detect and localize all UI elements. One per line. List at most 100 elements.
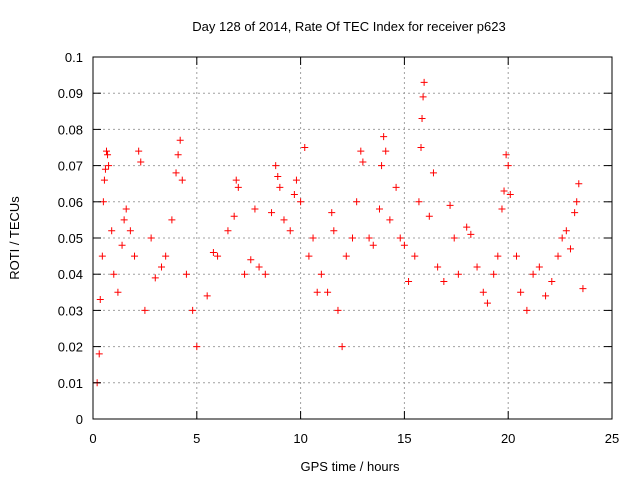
data-point	[100, 176, 108, 184]
data-points	[93, 78, 587, 387]
data-point	[193, 343, 201, 351]
data-point	[500, 187, 508, 195]
y-tick-label: 0.08	[58, 122, 83, 137]
data-point	[548, 277, 556, 285]
data-point	[297, 198, 305, 206]
data-point	[108, 227, 116, 235]
data-point	[542, 292, 550, 300]
data-point	[517, 288, 525, 296]
data-point	[558, 234, 566, 242]
y-tick-label: 0.03	[58, 303, 83, 318]
data-point	[286, 227, 294, 235]
data-point	[162, 252, 170, 260]
data-point	[425, 212, 433, 220]
data-point	[292, 176, 300, 184]
data-point	[168, 216, 176, 224]
data-point	[147, 234, 155, 242]
data-point	[224, 227, 232, 235]
data-point	[172, 169, 180, 177]
data-point	[535, 263, 543, 271]
chart-title: Day 128 of 2014, Rate Of TEC Index for r…	[192, 19, 505, 34]
data-point	[104, 151, 112, 159]
data-point	[400, 241, 408, 249]
y-tick-label: 0.1	[65, 50, 83, 65]
grid	[93, 57, 612, 419]
data-point	[255, 263, 263, 271]
data-point	[504, 162, 512, 170]
data-point	[151, 274, 159, 282]
x-tick-label: 5	[193, 431, 200, 446]
data-point	[479, 288, 487, 296]
data-point	[405, 277, 413, 285]
data-point	[419, 93, 427, 101]
y-tick-label: 0.07	[58, 159, 83, 174]
data-point	[579, 285, 587, 293]
data-point	[182, 270, 190, 278]
data-point	[498, 205, 506, 213]
y-tick-label: 0.09	[58, 86, 83, 101]
data-point	[554, 252, 562, 260]
data-point	[382, 147, 390, 155]
data-point	[338, 343, 346, 351]
data-point	[209, 248, 217, 256]
data-point	[349, 234, 356, 242]
data-point	[309, 234, 317, 242]
data-point	[232, 176, 240, 184]
data-point	[365, 234, 373, 242]
y-tick-label: 0.04	[58, 267, 83, 282]
y-tick-label: 0.06	[58, 195, 83, 210]
data-point	[274, 172, 282, 180]
data-point	[571, 209, 579, 217]
data-point	[203, 292, 211, 300]
data-point	[241, 270, 249, 278]
x-tick-label: 0	[89, 431, 96, 446]
data-point	[158, 263, 166, 271]
data-point	[369, 241, 377, 249]
data-point	[118, 241, 126, 249]
data-point	[317, 270, 325, 278]
x-tick-label: 20	[501, 431, 515, 446]
data-point	[251, 205, 259, 213]
data-point	[131, 252, 139, 260]
data-point	[174, 151, 182, 159]
data-point	[529, 270, 537, 278]
data-point	[261, 270, 269, 278]
data-point	[135, 147, 143, 155]
data-point	[334, 306, 342, 314]
data-point	[417, 144, 425, 151]
data-point	[313, 288, 321, 296]
data-point	[330, 227, 338, 235]
data-point	[380, 133, 388, 141]
data-point	[454, 270, 462, 278]
x-axis-label: GPS time / hours	[301, 459, 400, 474]
data-point	[411, 252, 419, 260]
data-point	[573, 198, 581, 206]
data-point	[110, 270, 118, 278]
data-point	[467, 230, 475, 238]
y-tick-label: 0.05	[58, 231, 83, 246]
data-point	[276, 183, 284, 191]
data-point	[392, 183, 400, 191]
data-point	[99, 198, 107, 206]
data-point	[95, 350, 103, 358]
data-point	[102, 147, 110, 155]
axis-ticks: 0 0.01 0.02 0.03 0.04 0.05 0.06 0.07 0.08 0.09 0.1…	[58, 50, 620, 446]
data-point	[375, 205, 383, 213]
data-point	[523, 306, 531, 314]
data-point	[473, 263, 481, 271]
data-point	[122, 205, 130, 213]
data-point	[562, 227, 570, 235]
y-tick-label: 0.01	[58, 376, 83, 391]
data-point	[141, 306, 149, 314]
data-point	[434, 263, 442, 271]
data-point	[214, 252, 222, 260]
x-tick-label: 10	[293, 431, 307, 446]
x-tick-label: 25	[605, 431, 619, 446]
y-axis-label: ROTI / TECUs	[7, 196, 22, 280]
data-point	[463, 223, 471, 231]
data-point	[324, 288, 332, 296]
data-point	[96, 296, 104, 304]
data-point	[342, 252, 350, 260]
data-point	[450, 234, 458, 242]
